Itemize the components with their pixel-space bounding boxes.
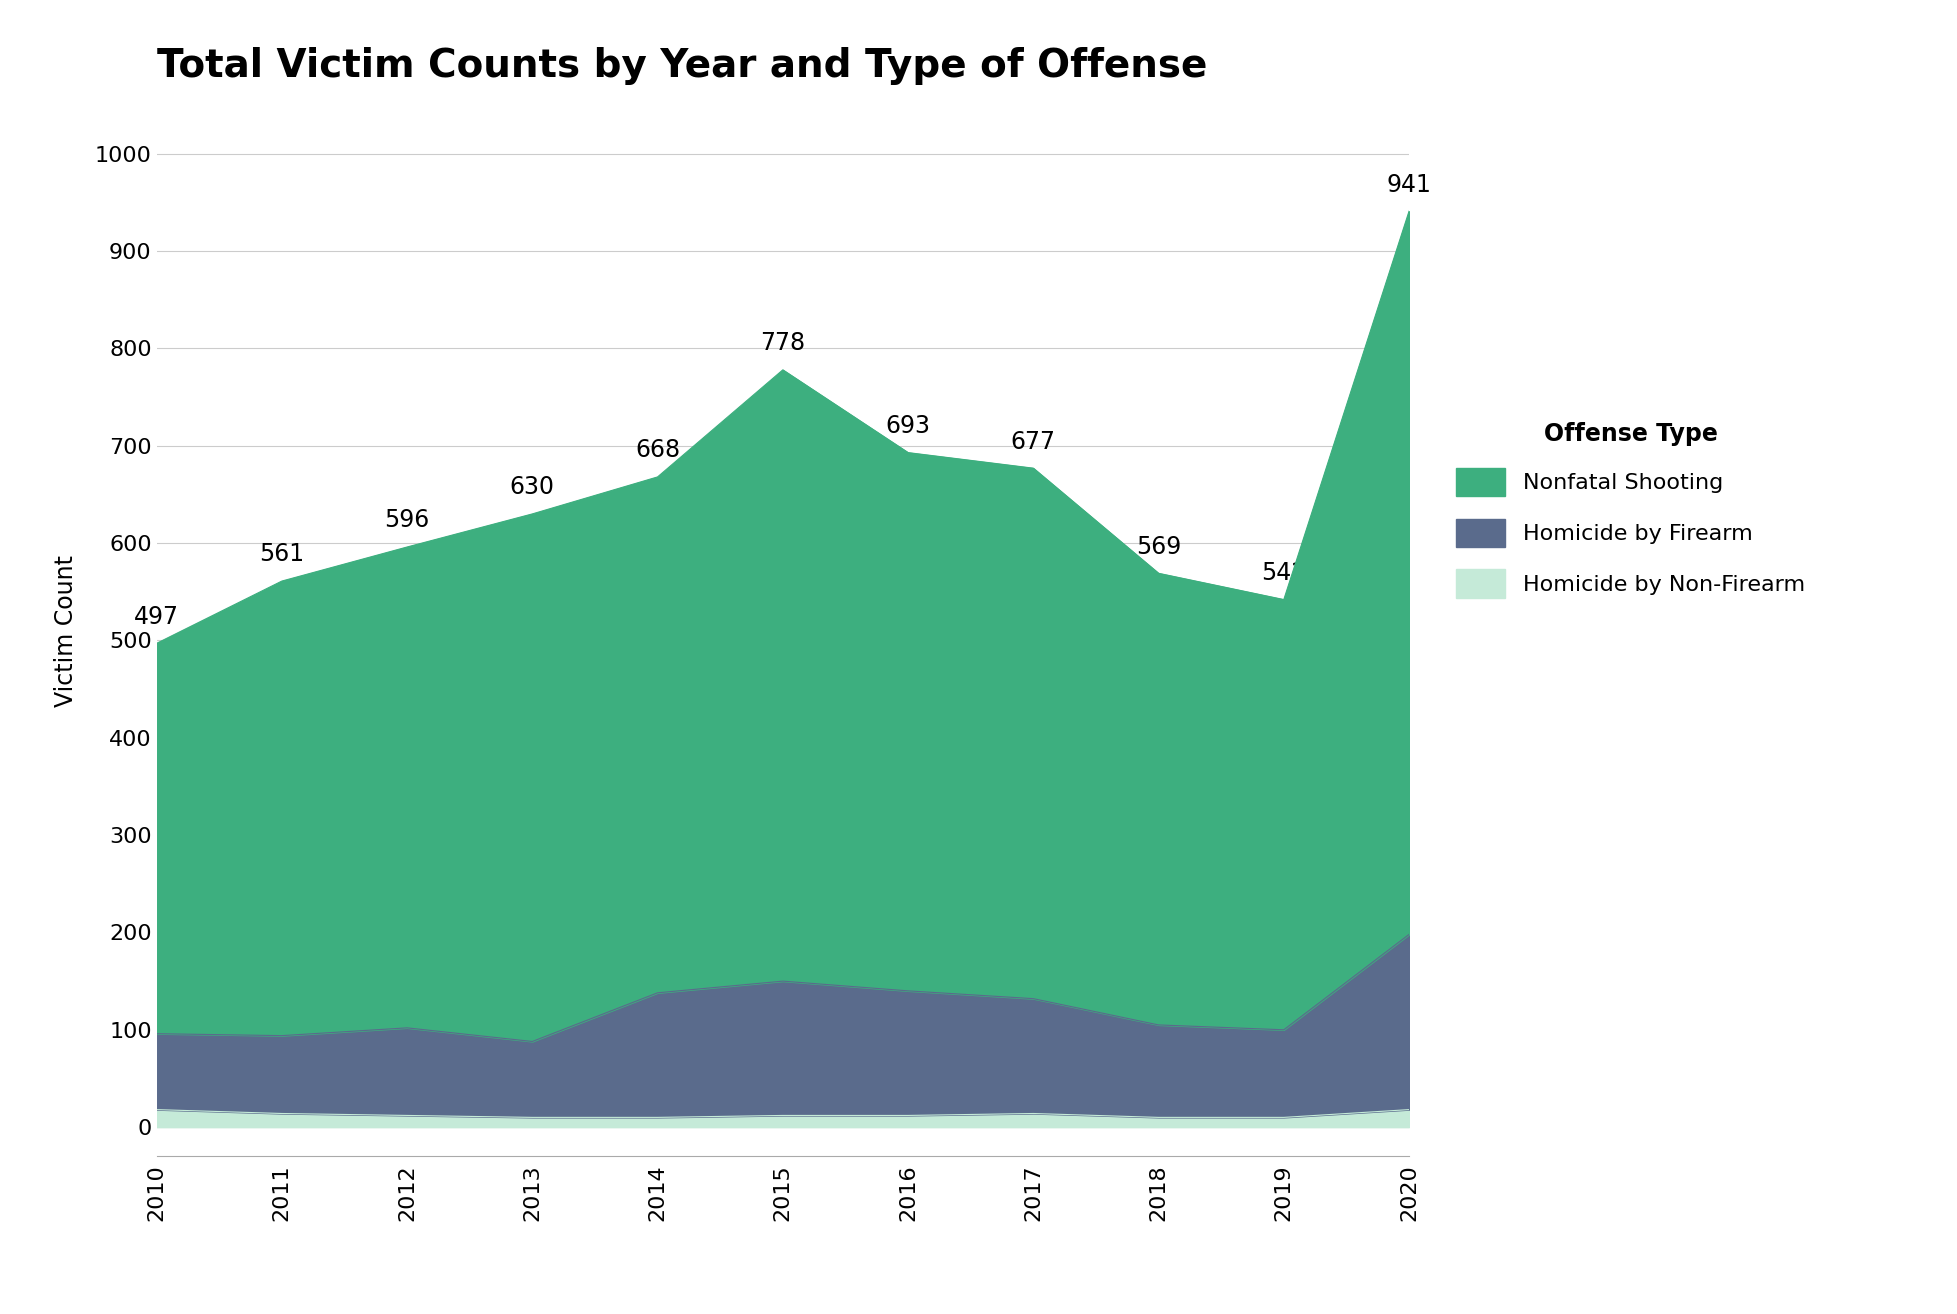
Text: 693: 693	[887, 414, 930, 438]
Text: 941: 941	[1388, 172, 1431, 197]
Text: 630: 630	[511, 476, 554, 499]
Text: 677: 677	[1012, 430, 1055, 453]
Text: 596: 596	[384, 509, 431, 532]
Y-axis label: Victim Count: Victim Count	[55, 555, 78, 707]
Text: 668: 668	[634, 439, 681, 463]
Text: 497: 497	[135, 604, 178, 629]
Text: 778: 778	[759, 331, 806, 355]
Legend: Nonfatal Shooting, Homicide by Firearm, Homicide by Non-Firearm: Nonfatal Shooting, Homicide by Firearm, …	[1444, 410, 1816, 610]
Text: 569: 569	[1135, 535, 1182, 558]
Text: 561: 561	[258, 543, 305, 566]
Text: Total Victim Counts by Year and Type of Offense: Total Victim Counts by Year and Type of …	[157, 47, 1207, 85]
Text: 542: 542	[1260, 561, 1307, 585]
